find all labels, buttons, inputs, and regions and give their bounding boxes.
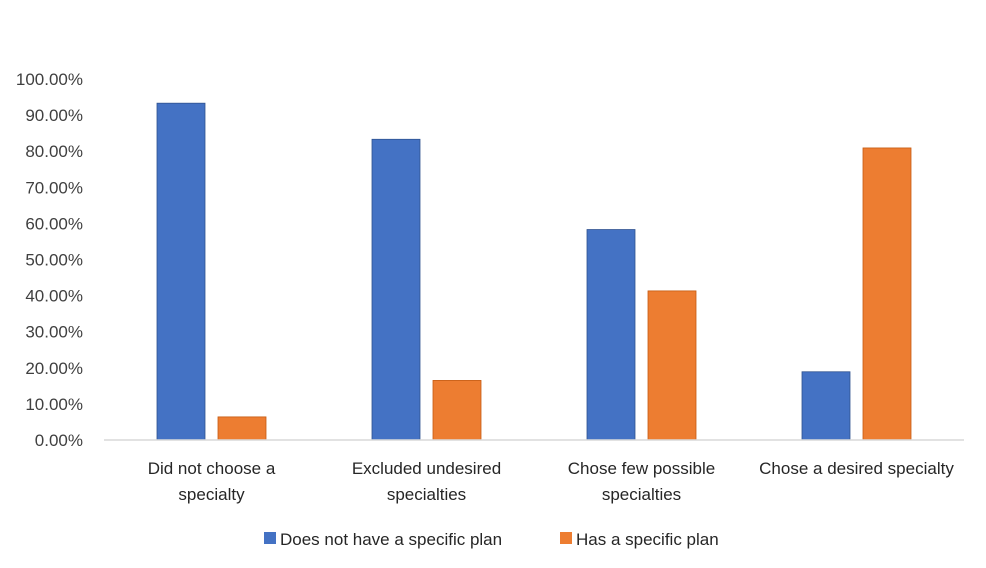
bar-no-plan — [156, 102, 206, 441]
bar-has-plan — [647, 290, 697, 441]
legend-swatch — [560, 532, 572, 544]
category-label: Chose few possible — [568, 459, 715, 478]
bars — [156, 102, 912, 441]
bar-has-plan — [432, 380, 482, 441]
category-label: specialties — [387, 485, 466, 504]
legend-swatch — [264, 532, 276, 544]
y-tick-label: 10.00% — [25, 395, 83, 414]
y-tick-label: 90.00% — [25, 106, 83, 125]
legend: Does not have a specific plan Has a speci… — [264, 530, 719, 549]
y-tick-label: 80.00% — [25, 142, 83, 161]
category-label: specialties — [602, 485, 681, 504]
y-tick-label: 20.00% — [25, 359, 83, 378]
y-tick-label: 0.00% — [35, 431, 83, 450]
category-label: Chose a desired specialty — [759, 459, 954, 478]
y-tick-label: 30.00% — [25, 323, 83, 342]
legend-label: Has a specific plan — [576, 530, 719, 549]
bar-has-plan — [862, 147, 912, 441]
category-label: Excluded undesired — [352, 459, 501, 478]
y-tick-label: 100.00% — [16, 70, 83, 89]
y-tick-label: 50.00% — [25, 251, 83, 270]
legend-label: Does not have a specific plan — [280, 530, 502, 549]
bar-has-plan — [217, 416, 267, 441]
y-axis: 0.00% 10.00% 20.00% 30.00% 40.00% 50.00% 60.00… — [16, 70, 83, 450]
bar-no-plan — [586, 229, 636, 441]
y-tick-label: 70.00% — [25, 178, 83, 197]
x-axis-labels: Did not choose a specialty Excluded undesi… — [148, 459, 955, 504]
category-label: specialty — [178, 485, 245, 504]
bar-no-plan — [801, 371, 851, 441]
category-label: Did not choose a — [148, 459, 276, 478]
bar-no-plan — [371, 138, 421, 441]
y-tick-label: 40.00% — [25, 287, 83, 306]
y-tick-label: 60.00% — [25, 214, 83, 233]
